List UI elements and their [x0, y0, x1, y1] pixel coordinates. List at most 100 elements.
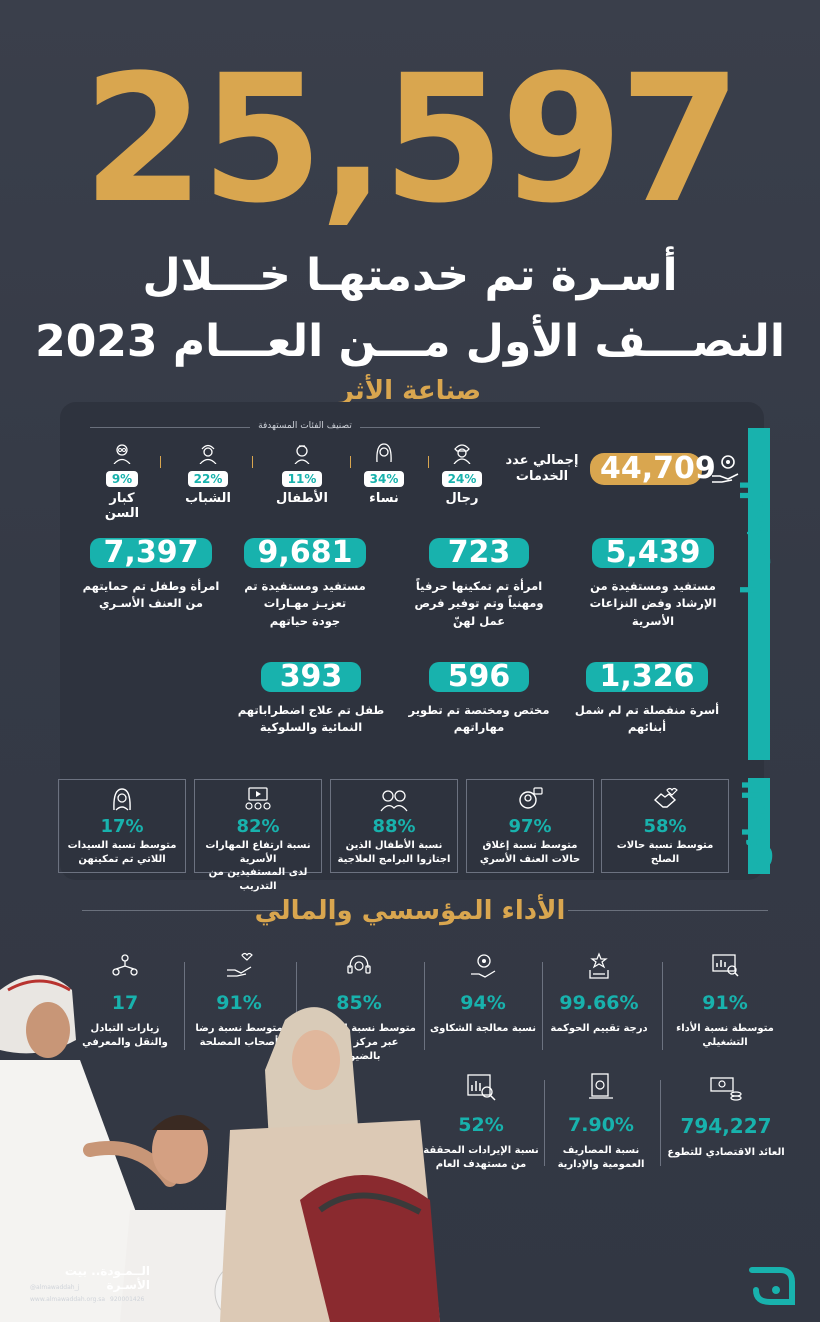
category-pct: 11%	[281, 471, 323, 487]
result-label-line: متوسط نسبة حالات	[616, 840, 714, 851]
output-label: امرأة تم تمكينها حرفياً ومهنياً وتم توفي…	[404, 578, 554, 630]
result-value: 88%	[372, 816, 416, 837]
total-services-label-line1: إجمالي عدد	[505, 453, 579, 468]
performance-value: 52%	[458, 1114, 504, 1136]
performance-divider-left	[82, 910, 282, 911]
output-value: 723	[429, 538, 529, 568]
output-value: 596	[429, 662, 529, 692]
category-label: الأطفال	[276, 491, 328, 506]
performance-item: 85% متوسط نسبة الاستجابة عبر مركز العناية…	[300, 952, 418, 1064]
performance-label-line: والنقل والمعرفي	[82, 1037, 168, 1048]
output-value: 9,681	[243, 538, 367, 568]
family-photo	[0, 975, 440, 1322]
children-icon	[380, 790, 408, 812]
performance-label-line: زيارات التبادل	[90, 1023, 160, 1034]
category-separator	[428, 456, 429, 468]
output-value: 393	[261, 662, 361, 692]
result-label-line: اجتازوا البرامج العلاجية	[337, 853, 451, 865]
category-label: نساء	[369, 491, 399, 506]
performance-item: 94% نسبة معالجة الشكاوى	[424, 952, 542, 1036]
performance-value: 99.66%	[559, 992, 639, 1014]
output-stat: 596 مختص ومختصة تم تطوير مهاراتهم	[404, 662, 554, 737]
result-card: 82% نسبة ارتفاع المهارات الأسرية لدى المس…	[194, 779, 322, 892]
performance-label-line: عبر مركز العناية بالضيوف	[319, 1037, 399, 1062]
total-services-label: إجمالي عدد الخدمات	[500, 453, 584, 484]
performance-separator	[296, 962, 297, 1050]
satisfaction-icon	[227, 952, 253, 977]
category-men: 24% رجال	[432, 442, 492, 506]
performance-label: زيارات التبادل والنقل والمعرفي	[66, 1022, 184, 1050]
result-label: متوسط نسبة السيدات اللاتي تم تمكينهن	[59, 839, 185, 866]
footer-website[interactable]: www.almawaddah.org.sa	[30, 1296, 106, 1303]
category-elderly: 9% كبار السن	[92, 442, 152, 521]
result-label-line: لدى المستفيدين من التدريب	[208, 867, 308, 892]
result-label-line: متوسط نسبة إغلاق	[482, 840, 578, 851]
performance-label-line: درجة تقييم الحوكمة	[550, 1023, 648, 1034]
protection-icon	[519, 787, 543, 809]
performance-item: 91% متوسطة نسبة الأداء التشغيلي	[666, 952, 784, 1050]
expenses-icon	[589, 1073, 613, 1099]
performance-label-line: نسبة معالجة الشكاوى	[430, 1023, 536, 1034]
man-icon	[453, 444, 471, 464]
result-label-line: نسبة ارتفاع المهارات الأسرية	[205, 840, 311, 865]
performance-value: 91%	[702, 992, 748, 1014]
empowered-woman-icon	[113, 788, 131, 811]
output-label-line: مختص ومختصة تم تطوير	[408, 703, 550, 717]
performance-separator	[544, 1080, 545, 1166]
complaint-icon	[471, 954, 496, 978]
category-label: كبار السن	[104, 491, 140, 521]
hero-line-2: النصـــف الأول مـــن العـــام 2023	[35, 316, 785, 367]
output-label-line: من العنف الأسـري	[98, 596, 204, 611]
headset-icon	[347, 955, 371, 974]
performance-item: 794,227 العائد الاقتصادي للتطوع	[664, 1072, 788, 1160]
performance-label: نسبة معالجة الشكاوى	[424, 1022, 542, 1036]
result-label-line: الصلح	[650, 853, 680, 865]
results-side-tab	[748, 778, 770, 874]
output-label-line: مستفيد ومستفيدة تم	[244, 579, 366, 593]
categories-heading: تصنيف الفئات المستهدفة	[258, 421, 352, 431]
output-label-line: النمائية والسلوكية	[259, 720, 363, 735]
output-stat: 5,439 مستفيد ومستفيدة من الإرشاد وفض الن…	[578, 538, 728, 630]
output-label: مستفيد ومستفيدة من الإرشاد وفض النزاعات …	[578, 578, 728, 630]
rating-icon	[589, 952, 609, 979]
training-icon	[245, 787, 271, 810]
category-pct: 24%	[441, 471, 483, 487]
youth-icon	[199, 444, 217, 464]
performance-separator	[424, 962, 425, 1050]
output-label-line: الأسرية	[631, 613, 675, 628]
output-label-line: طفل تم علاج اضطراباتهم	[237, 703, 385, 717]
performance-value: 7.90%	[568, 1114, 634, 1136]
performance-label-line: نسبة المصاريف	[562, 1145, 640, 1156]
performance-label: متوسطة نسبة الأداء التشغيلي	[666, 1022, 784, 1050]
output-label: مختص ومختصة تم تطوير مهاراتهم	[404, 702, 554, 737]
result-card: 58% متوسط نسبة حالات الصلح	[601, 779, 729, 873]
performance-item: 52% نسبة الإيرادات المحققة من مستهدف العا…	[422, 1072, 540, 1172]
result-label-line: نسبة الأطفال الذين	[345, 840, 443, 851]
money-icon	[710, 1077, 742, 1101]
performance-label: نسبة الإيرادات المحققة من مستهدف العام	[422, 1144, 540, 1172]
output-label: أسرة منفصلة تم لم شمل أبنائهم	[572, 702, 722, 737]
results-side-label: النتائج	[738, 780, 773, 871]
category-children: 11% الأطفال	[272, 442, 332, 506]
output-label-line: مستفيد ومستفيدة من	[590, 579, 716, 593]
performance-item: 17 زيارات التبادل والنقل والمعرفي	[66, 952, 184, 1050]
performance-separator	[660, 1080, 661, 1166]
dashboard-icon	[712, 954, 739, 977]
performance-label-line: التشغيلي	[702, 1037, 748, 1048]
revenue-icon	[467, 1074, 496, 1101]
output-label: طفل تم علاج اضطراباتهم النمائية والسلوكي…	[236, 702, 386, 737]
category-separator	[252, 456, 253, 468]
performance-separator	[662, 962, 663, 1050]
footer-handle[interactable]: @almawaddah_j	[30, 1284, 80, 1291]
output-label-line: امرأة وطفل تم حمايتهم	[82, 579, 220, 593]
result-label-line: حالات العنف الأسري	[479, 853, 581, 865]
output-stat: 1,326 أسرة منفصلة تم لم شمل أبنائهم	[572, 662, 722, 737]
performance-separator	[184, 962, 185, 1050]
performance-label: العائد الاقتصادي للتطوع	[664, 1146, 788, 1160]
footer-phone: 920001426	[110, 1296, 145, 1303]
services-icon	[710, 452, 740, 490]
performance-label-line: متوسط نسبة الاستجابة	[302, 1023, 416, 1034]
impact-title: صناعة الأثر	[338, 376, 482, 406]
total-services-label-line2: الخدمات	[515, 468, 569, 484]
elderly-icon	[113, 444, 131, 464]
